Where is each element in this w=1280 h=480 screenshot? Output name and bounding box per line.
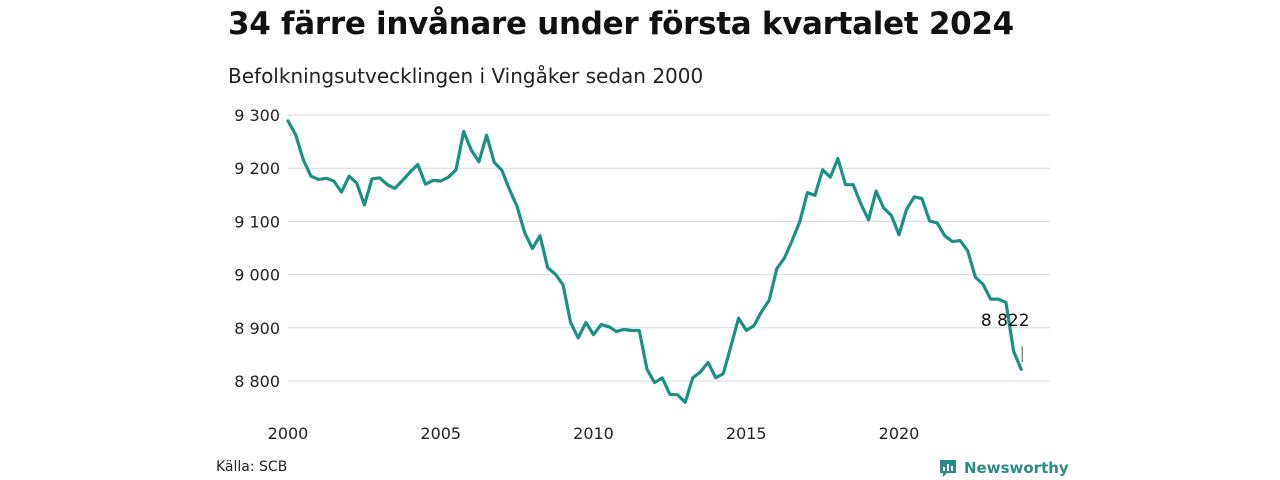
y-tick-label: 9 300 — [234, 106, 280, 125]
x-tick-label: 2015 — [726, 424, 767, 443]
y-tick-label: 8 900 — [234, 319, 280, 338]
x-tick-label: 2000 — [268, 424, 309, 443]
x-axis-tick-labels: 2000 2005 2010 2015 2020 — [268, 424, 920, 443]
brand-logo[interactable]: Newsworthy — [938, 456, 1069, 480]
y-tick-label: 9 200 — [234, 159, 280, 178]
newsworthy-logo-icon — [940, 460, 956, 477]
annotation-label: 8 822 — [981, 311, 1030, 331]
grid-lines — [288, 114, 1050, 382]
brand-name: Newsworthy — [964, 459, 1069, 477]
y-tick-label: 9 100 — [234, 212, 280, 231]
population-series-line — [286, 119, 1023, 404]
chart-subtitle: Befolkningsutvecklingen i Vingåker sedan… — [228, 64, 704, 88]
source-note: Källa: SCB — [216, 459, 288, 475]
x-tick-label: 2005 — [420, 424, 461, 443]
y-axis-tick-labels: 8 800 8 900 9 000 9 100 9 200 9 300 — [234, 106, 280, 391]
y-tick-label: 9 000 — [234, 266, 280, 285]
x-tick-label: 2020 — [879, 424, 920, 443]
y-tick-label: 8 800 — [234, 372, 280, 391]
chart-title: 34 färre invånare under första kvartalet… — [228, 6, 1014, 42]
x-tick-label: 2010 — [573, 424, 614, 443]
